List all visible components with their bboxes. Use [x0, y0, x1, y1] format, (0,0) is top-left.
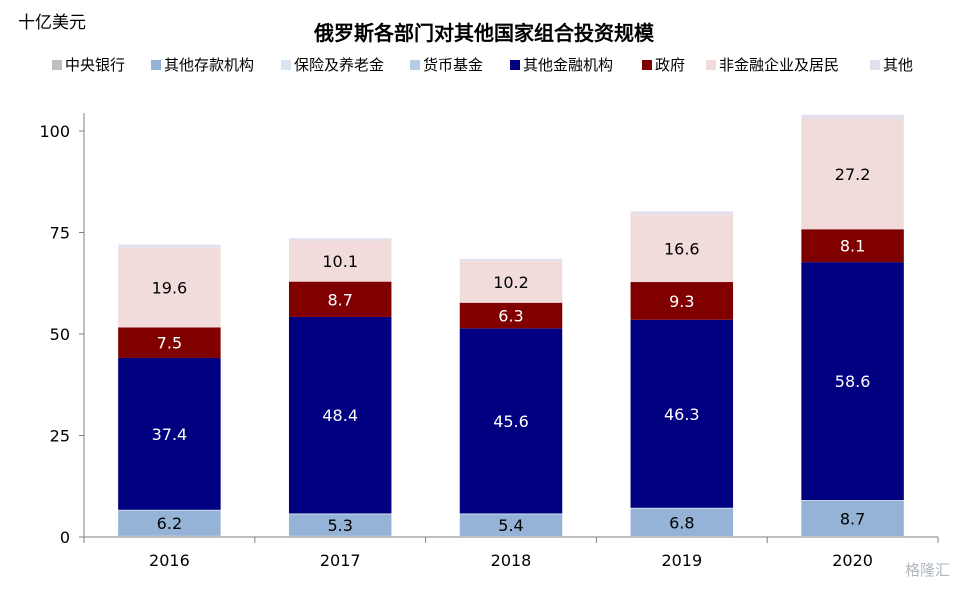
x-axis: 2016 2017 2018 2019 2020 [84, 537, 938, 570]
legend-swatch [151, 60, 161, 70]
legend-label: 保险及养老金 [294, 56, 384, 74]
bar-segment [460, 259, 562, 261]
data-label: 45.6 [493, 412, 529, 431]
x-tick-label: 2020 [832, 551, 873, 570]
bar-segment [460, 536, 562, 537]
data-label: 10.2 [493, 273, 529, 292]
bar-segment [118, 536, 220, 537]
bar-segment [118, 245, 220, 248]
legend-swatch [870, 60, 880, 70]
data-label: 10.1 [322, 252, 358, 271]
bar-segment [289, 238, 391, 240]
legend-label: 货币基金 [423, 56, 483, 74]
y-axis: 0 25 50 75 100 [39, 113, 84, 547]
legend-label: 非金融企业及居民 [719, 56, 839, 74]
bar-segment [801, 536, 903, 537]
data-label: 8.7 [840, 510, 865, 529]
data-label: 37.4 [152, 425, 188, 444]
data-label: 5.3 [327, 516, 352, 535]
legend-swatch [706, 60, 716, 70]
data-label: 6.3 [498, 307, 523, 326]
data-label: 8.7 [327, 290, 352, 309]
data-label: 8.1 [840, 237, 865, 256]
legend-label: 中央银行 [65, 56, 125, 74]
legend-swatch [281, 60, 291, 70]
bars [118, 115, 904, 537]
data-label: 58.6 [835, 372, 871, 391]
chart-title: 俄罗斯各部门对其他国家组合投资规模 [313, 21, 655, 45]
data-label: 19.6 [152, 279, 188, 298]
y-tick-label: 75 [50, 224, 70, 243]
legend-label: 其他 [883, 56, 913, 74]
bar-segment [289, 536, 391, 537]
legend-swatch [52, 60, 62, 70]
data-label: 46.3 [664, 405, 700, 424]
y-tick-label: 100 [39, 122, 70, 141]
x-tick-label: 2018 [491, 551, 532, 570]
x-tick-label: 2016 [149, 551, 190, 570]
data-label: 9.3 [669, 292, 694, 311]
y-unit-label: 十亿美元 [18, 13, 86, 33]
data-label: 5.4 [498, 516, 523, 535]
data-label: 48.4 [322, 406, 358, 425]
y-tick-label: 25 [50, 427, 70, 446]
bar-segment [631, 536, 733, 537]
data-label: 6.2 [157, 514, 182, 533]
legend: 中央银行 其他存款机构 保险及养老金 货币基金 其他金融机构 政府 非金融企业及居民 其他 [52, 56, 913, 74]
data-label: 6.8 [669, 513, 694, 532]
legend-swatch [410, 60, 420, 70]
legend-label: 政府 [655, 56, 685, 74]
data-label: 27.2 [835, 165, 871, 184]
bar-segment [631, 211, 733, 214]
y-tick-label: 50 [50, 325, 70, 344]
y-tick-label: 0 [60, 528, 70, 547]
bar-segment [801, 115, 903, 119]
x-tick-label: 2019 [661, 551, 702, 570]
data-label: 16.6 [664, 239, 700, 258]
watermark-logo: 格隆汇 [905, 559, 950, 580]
legend-label: 其他存款机构 [164, 56, 254, 74]
data-label: 7.5 [157, 334, 182, 353]
legend-swatch [510, 60, 520, 70]
legend-label: 其他金融机构 [523, 56, 613, 74]
legend-swatch [642, 60, 652, 70]
x-tick-label: 2017 [320, 551, 361, 570]
